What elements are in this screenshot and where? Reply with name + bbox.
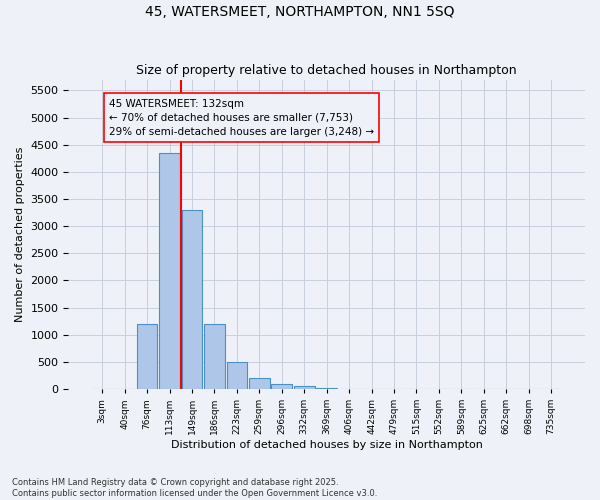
Bar bbox=[137, 324, 157, 389]
Bar bbox=[316, 388, 337, 389]
Text: 45 WATERSMEET: 132sqm
← 70% of detached houses are smaller (7,753)
29% of semi-d: 45 WATERSMEET: 132sqm ← 70% of detached … bbox=[109, 98, 374, 136]
Text: 45, WATERSMEET, NORTHAMPTON, NN1 5SQ: 45, WATERSMEET, NORTHAMPTON, NN1 5SQ bbox=[145, 5, 455, 19]
Bar bbox=[159, 153, 180, 389]
Title: Size of property relative to detached houses in Northampton: Size of property relative to detached ho… bbox=[136, 64, 517, 77]
X-axis label: Distribution of detached houses by size in Northampton: Distribution of detached houses by size … bbox=[171, 440, 482, 450]
Bar bbox=[227, 362, 247, 389]
Bar bbox=[182, 210, 202, 389]
Bar bbox=[294, 386, 314, 389]
Bar bbox=[204, 324, 225, 389]
Y-axis label: Number of detached properties: Number of detached properties bbox=[15, 146, 25, 322]
Bar bbox=[271, 384, 292, 389]
Bar bbox=[249, 378, 269, 389]
Text: Contains HM Land Registry data © Crown copyright and database right 2025.
Contai: Contains HM Land Registry data © Crown c… bbox=[12, 478, 377, 498]
